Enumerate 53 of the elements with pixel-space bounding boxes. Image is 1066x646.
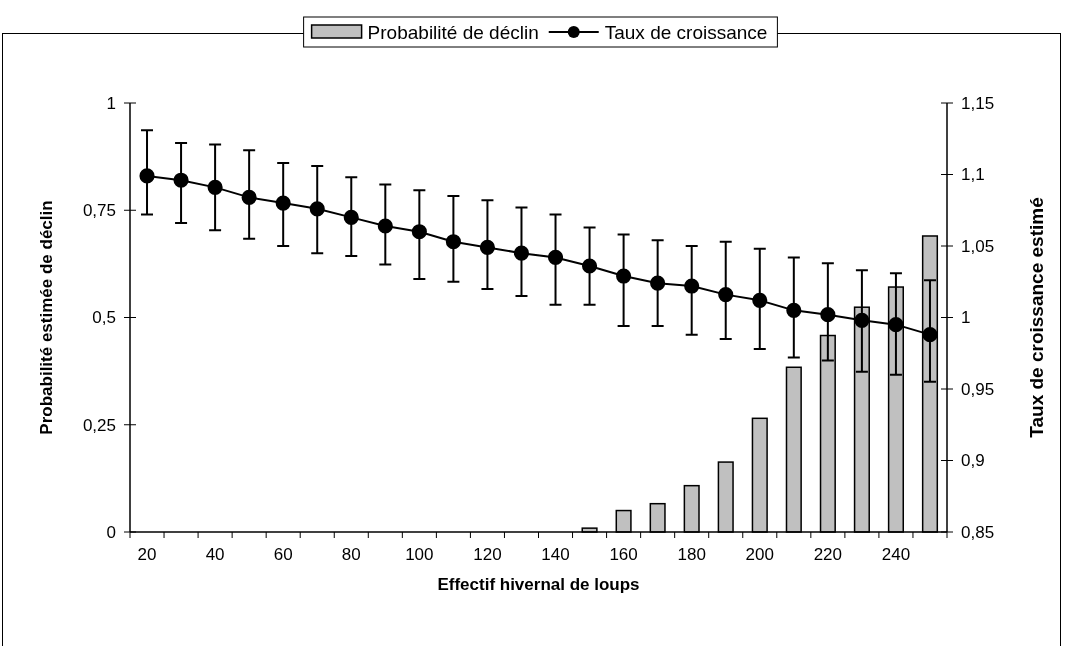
y-tick-label: 0 <box>106 522 116 542</box>
y2-tick-label: 1 <box>961 308 971 328</box>
point <box>854 312 870 328</box>
x-axis-title: Effectif hivernal de loups <box>437 575 640 594</box>
x-tick-label: 160 <box>609 545 638 564</box>
point <box>207 179 223 195</box>
y-axis-title: Probabilité estimée de déclin <box>37 200 56 435</box>
point <box>173 172 189 188</box>
x-tick-label: 240 <box>881 545 911 564</box>
y-tick-label: 0,75 <box>82 201 116 221</box>
point <box>309 201 325 217</box>
point <box>684 278 700 294</box>
point <box>888 317 904 333</box>
x-tick-label: 140 <box>541 545 570 564</box>
y2-tick-label: 1,1 <box>961 165 985 185</box>
legend-label: Probabilité de déclin <box>367 21 539 43</box>
point <box>820 307 836 323</box>
x-tick-label: 20 <box>137 545 157 564</box>
y2-tick-label: 0,95 <box>961 379 995 399</box>
point <box>650 275 666 291</box>
point <box>547 249 564 265</box>
point <box>479 239 496 255</box>
y-tick-label: 0,5 <box>92 308 116 328</box>
point <box>786 302 802 318</box>
point <box>241 189 257 205</box>
point <box>139 168 155 184</box>
x-tick-label: 220 <box>813 545 843 564</box>
y-tick-label: 1 <box>106 93 116 113</box>
x-tick-label: 100 <box>405 545 434 564</box>
y2-tick-label: 1,15 <box>961 93 995 113</box>
x-tick-label: 200 <box>745 545 774 564</box>
point <box>718 287 734 303</box>
x-tick-label: 60 <box>273 545 293 564</box>
point <box>752 292 768 308</box>
point <box>616 268 632 284</box>
legend-label: Taux de croissance <box>604 21 768 43</box>
point <box>411 224 427 240</box>
point <box>275 195 291 211</box>
x-tick-label: 80 <box>341 545 361 564</box>
y2-tick-label: 0,9 <box>961 451 985 471</box>
point <box>343 209 359 225</box>
y-tick-label: 0,25 <box>82 415 116 435</box>
point <box>581 258 598 274</box>
y2-tick-label: 1,05 <box>961 236 995 256</box>
point <box>922 327 938 343</box>
point <box>377 218 393 234</box>
y2-tick-label: 0,85 <box>961 522 995 542</box>
x-tick-label: 120 <box>473 545 502 564</box>
x-tick-label: 40 <box>205 545 225 564</box>
point <box>513 245 530 261</box>
x-tick-label: 180 <box>677 545 706 564</box>
y2-axis-title: Taux de croissance estimé <box>1026 197 1047 438</box>
point <box>445 234 461 250</box>
